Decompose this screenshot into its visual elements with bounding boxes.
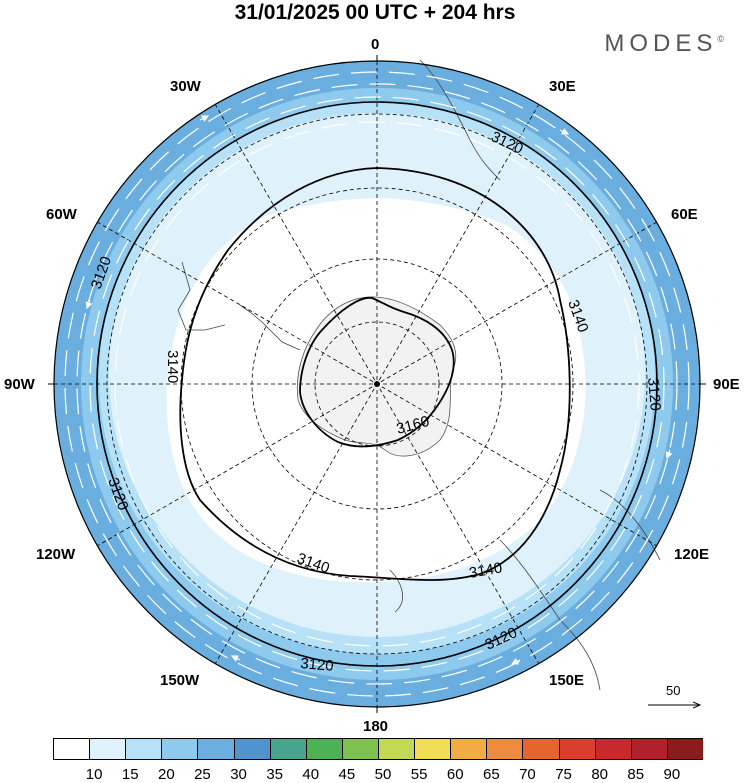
colorbar-tick-label: 60 <box>446 766 464 783</box>
colorbar-tick-label: 65 <box>482 766 500 783</box>
new-zealand-tasmania <box>499 539 601 691</box>
wind-streamlines <box>64 71 690 697</box>
colorbar-tick-label: 55 <box>410 766 428 783</box>
colorbar-swatch <box>89 738 126 760</box>
lon-label-120e: 120E <box>674 546 710 563</box>
lon-label-90e: 90E <box>713 376 740 393</box>
colorbar-tick-label: 20 <box>157 766 175 783</box>
colorbar-tick-label: 40 <box>302 766 320 783</box>
colorbar-swatch <box>53 738 90 760</box>
colorbar-tick-label: 45 <box>338 766 356 783</box>
lon-label-60w: 60W <box>46 206 77 223</box>
lon-label-180: 180 <box>363 718 389 735</box>
label-3140-w: 3140 <box>164 350 181 383</box>
brand-copyright-mark: © <box>717 34 724 44</box>
lon-label-150w: 150W <box>160 672 200 689</box>
brand-logo: MODES© <box>604 30 724 58</box>
brand-name: MODES <box>604 30 718 57</box>
label-3140-se: 3140 <box>468 559 504 582</box>
label-3120-s: 3120 <box>300 655 335 675</box>
colorbar-swatch <box>378 738 415 760</box>
contour-3160 <box>299 297 455 448</box>
south-pole-marker <box>374 381 380 387</box>
colorbar-swatch <box>414 738 451 760</box>
map-title: 31/01/2025 00 UTC + 204 hrs <box>234 1 516 24</box>
lon-label-30w: 30W <box>170 78 201 95</box>
colorbar-swatch <box>594 738 632 760</box>
colorbar-swatch <box>522 738 560 760</box>
colorbar-tick-label: 15 <box>121 766 139 783</box>
colorbar <box>53 738 704 762</box>
colorbar-swatch <box>450 738 487 760</box>
colorbar-swatch <box>161 738 198 760</box>
colorbar-tick-label: 25 <box>194 766 211 783</box>
colorbar-swatch <box>666 738 704 760</box>
colorbar-tick-label: 35 <box>266 766 283 783</box>
wind-arrows <box>85 115 673 665</box>
lon-label-0: 0 <box>371 36 380 53</box>
colorbar-tick-label: 50 <box>374 766 392 783</box>
colorbar-swatch <box>233 738 271 760</box>
south-america-tip <box>177 261 226 331</box>
colorbar-swatch <box>630 738 668 760</box>
colorbar-swatch <box>486 738 523 760</box>
height-contours <box>96 101 658 667</box>
colorbar-swatch <box>269 738 307 760</box>
colorbar-tick-label: 85 <box>627 766 645 783</box>
contour-3120 <box>96 101 658 667</box>
colorbar-tick-label: 90 <box>663 766 681 783</box>
colorbar-tick-label: 75 <box>555 766 572 783</box>
colorbar-tick-label: 80 <box>591 766 608 783</box>
lon-label-150e: 150E <box>549 672 585 689</box>
colorbar-tick-label: 30 <box>230 766 247 783</box>
colorbar-swatch <box>558 738 596 760</box>
colorbar-tick-label: 10 <box>85 766 103 783</box>
label-3120-e: 3120 <box>644 377 664 412</box>
colorbar-swatch <box>305 738 343 760</box>
band-15-upper <box>215 168 530 245</box>
lon-label-120w: 120W <box>36 546 76 563</box>
colorbar-swatch <box>341 738 379 760</box>
antarctic-peninsula <box>239 304 301 351</box>
australia-coast <box>599 489 661 561</box>
contour-labels: 3120 3120 3120 3120 3120 3120 3140 3140 … <box>88 128 664 675</box>
colorbar-tick-label: 70 <box>519 766 536 783</box>
lon-label-60e: 60E <box>671 206 698 223</box>
lon-label-30e: 30E <box>549 78 576 95</box>
wind-reference-label: 50 <box>666 683 681 698</box>
australia-segment <box>389 569 404 613</box>
boundary-ticks <box>48 55 706 713</box>
colorbar-swatch <box>197 738 235 760</box>
contour-3140 <box>179 167 571 581</box>
lon-label-90w: 90W <box>4 376 35 393</box>
colorbar-swatch <box>125 738 162 760</box>
